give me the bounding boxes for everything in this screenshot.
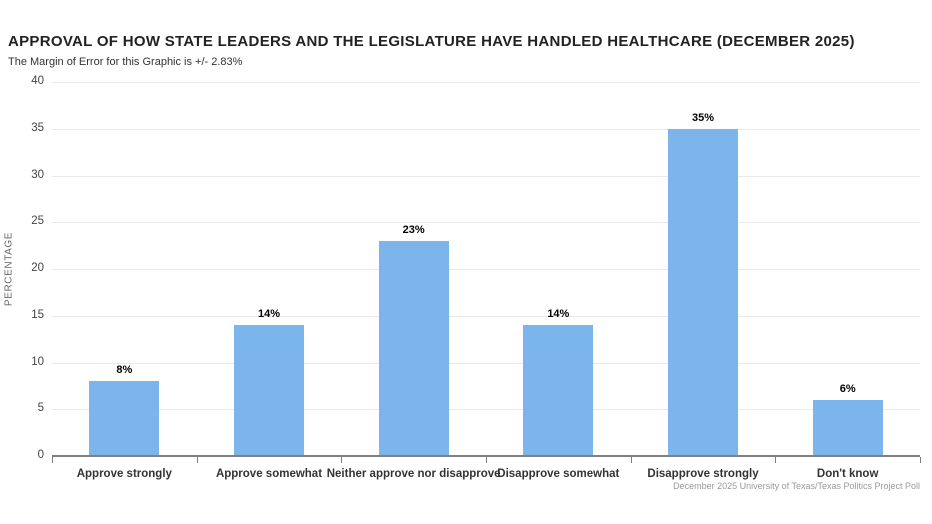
gridline-5 [52, 409, 920, 411]
gridline-40 [52, 82, 920, 83]
bar-value-label-1: 14% [257, 308, 281, 321]
bar-4[interactable] [668, 128, 738, 456]
bar-value-label-5: 6% [839, 382, 856, 395]
y-tick-label-40: 40 [31, 75, 44, 87]
x-tick-1 [196, 457, 198, 463]
bar-0[interactable] [89, 381, 160, 456]
bar-value-label-0: 8% [116, 364, 133, 377]
gridline-20 [52, 269, 920, 270]
x-tick-6 [920, 457, 921, 463]
y-tick-label-30: 30 [31, 168, 44, 181]
x-tick-5 [775, 457, 777, 463]
bar-value-label-3: 14% [547, 308, 570, 321]
x-tick-3 [486, 457, 487, 463]
chart-title: APPROVAL OF HOW STATE LEADERS AND THE LE… [8, 33, 855, 50]
bar-2[interactable] [378, 240, 449, 456]
x-cat-label-1: Approve somewhat [215, 468, 323, 480]
y-tick-label-20: 20 [31, 262, 44, 274]
bar-value-label-4: 35% [691, 111, 715, 124]
y-tick-label-15: 15 [31, 308, 44, 321]
y-tick-label-35: 35 [31, 121, 44, 134]
x-cat-label-2: Neither approve nor disapprove [326, 468, 501, 480]
y-tick-label-5: 5 [37, 402, 44, 415]
bar-1[interactable] [234, 325, 304, 456]
x-cat-label-4: Disapprove strongly [647, 468, 759, 480]
x-axis-line [52, 455, 920, 457]
gridline-30 [52, 175, 920, 177]
bar-3[interactable] [523, 325, 594, 456]
credits: December 2025 University of Texas/Texas … [673, 481, 920, 491]
gridline-25 [52, 222, 920, 224]
bar-value-label-2: 23% [402, 223, 425, 236]
y-tick-label-0: 0 [37, 449, 44, 461]
y-tick-label-10: 10 [31, 355, 44, 368]
bar-5[interactable] [812, 399, 883, 456]
x-tick-2 [341, 457, 343, 463]
x-tick-4 [630, 457, 632, 463]
gridline-15 [52, 315, 920, 317]
x-cat-label-3: Disapprove somewhat [497, 468, 620, 480]
gridline-10 [52, 362, 920, 364]
x-cat-label-0: Approve strongly [76, 468, 172, 480]
x-cat-label-5: Don't know [816, 468, 879, 480]
chart-subtitle: The Margin of Error for this Graphic is … [8, 56, 243, 68]
gridline-35 [52, 128, 920, 130]
x-tick-0 [52, 457, 53, 463]
y-tick-label-25: 25 [31, 215, 44, 228]
